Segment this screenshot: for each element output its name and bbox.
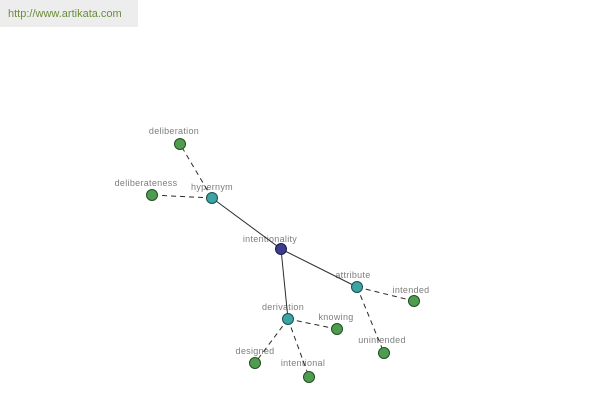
node-intentional[interactable] <box>303 371 315 383</box>
node-deliberateness[interactable] <box>146 189 158 201</box>
node-intentionality[interactable] <box>275 243 287 255</box>
edge-intentionality-derivation <box>280 248 289 320</box>
node-derivation[interactable] <box>282 313 294 325</box>
edge-attribute-unintended <box>356 286 385 354</box>
node-label-deliberation[interactable]: deliberation <box>149 126 199 136</box>
url-bar[interactable]: http://www.artikata.com <box>0 0 138 27</box>
node-attribute[interactable] <box>351 281 363 293</box>
node-label-derivation[interactable]: derivation <box>262 302 304 312</box>
node-deliberation[interactable] <box>174 138 186 150</box>
node-label-unintended[interactable]: unintended <box>358 335 406 345</box>
node-knowing[interactable] <box>331 323 343 335</box>
node-label-knowing[interactable]: knowing <box>318 312 353 322</box>
edge-intentionality-hypernym <box>211 197 282 250</box>
node-label-attribute[interactable]: attribute <box>335 270 370 280</box>
node-hypernym[interactable] <box>206 192 218 204</box>
edge-attribute-intended <box>356 286 415 302</box>
node-label-intentional[interactable]: intentional <box>281 358 325 368</box>
node-label-designed[interactable]: designed <box>236 346 275 356</box>
node-designed[interactable] <box>249 357 261 369</box>
url-text: http://www.artikata.com <box>8 7 122 20</box>
edge-hypernym-deliberation <box>179 143 213 199</box>
node-label-deliberateness[interactable]: deliberateness <box>115 178 178 188</box>
node-intended[interactable] <box>408 295 420 307</box>
node-label-intentionality[interactable]: intentionality <box>243 234 297 244</box>
node-label-intended[interactable]: intended <box>393 285 430 295</box>
node-label-hypernym[interactable]: hypernym <box>191 182 233 192</box>
edge-hypernym-deliberateness <box>151 194 213 199</box>
node-unintended[interactable] <box>378 347 390 359</box>
edge-derivation-intentional <box>287 318 310 378</box>
edge-derivation-designed <box>254 318 289 364</box>
edge-intentionality-attribute <box>280 248 358 288</box>
